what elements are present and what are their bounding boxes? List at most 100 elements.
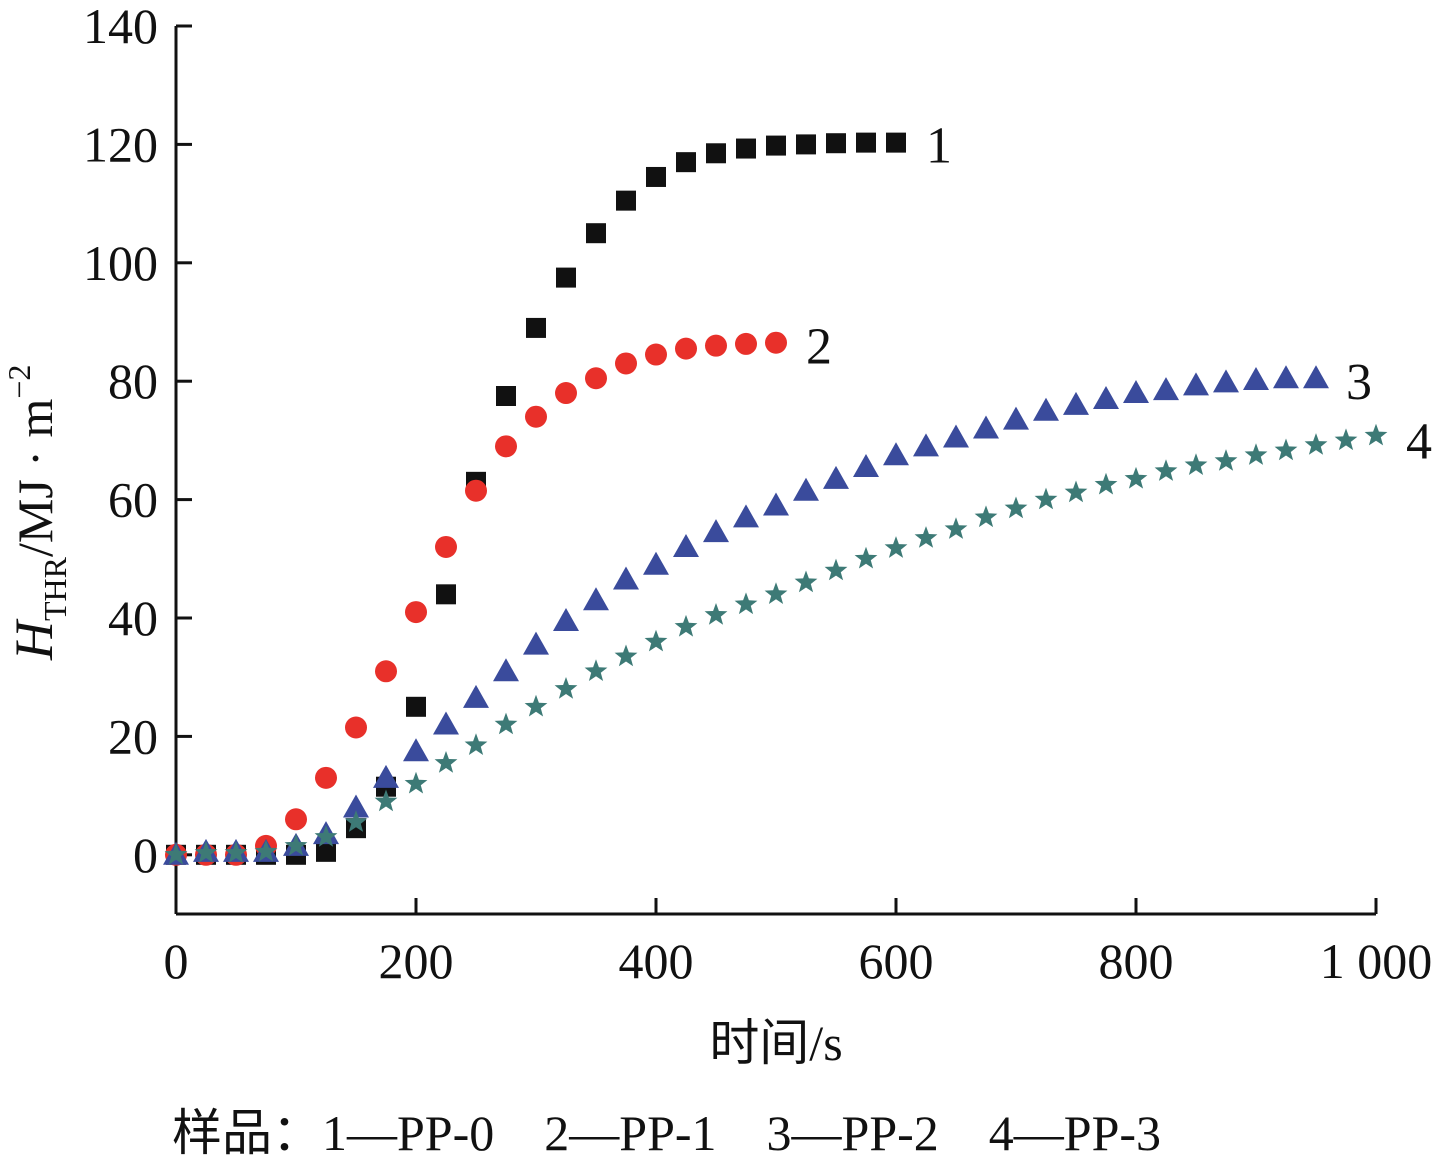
data-point-series-3 xyxy=(463,684,489,708)
data-point-series-3 xyxy=(763,492,789,516)
series-3 xyxy=(163,365,1329,865)
data-point-series-4 xyxy=(944,517,968,539)
data-point-series-3 xyxy=(853,454,879,478)
data-point-series-4 xyxy=(1094,472,1118,495)
y-tick-label: 0 xyxy=(133,827,158,883)
data-point-series-3 xyxy=(1303,365,1329,389)
data-point-series-1 xyxy=(586,223,606,244)
series-labels: 1 2 34 xyxy=(806,117,1432,470)
data-point-series-3 xyxy=(823,465,849,489)
data-point-series-3 xyxy=(1183,372,1209,396)
series-4 xyxy=(164,423,1388,865)
data-point-series-4 xyxy=(494,712,518,735)
data-marks xyxy=(163,132,1388,866)
data-point-series-3 xyxy=(1123,380,1149,404)
data-point-series-3 xyxy=(493,658,519,682)
data-point-series-4 xyxy=(704,603,728,625)
data-point-series-2 xyxy=(615,352,637,375)
data-point-series-3 xyxy=(1033,397,1059,421)
data-point-series-4 xyxy=(1214,449,1238,471)
data-point-series-4 xyxy=(764,582,788,604)
data-point-series-2 xyxy=(675,337,697,360)
x-tick-label: 1 000 xyxy=(1320,933,1433,989)
data-point-series-3 xyxy=(1003,406,1029,430)
data-point-series-3 xyxy=(913,433,939,457)
data-point-series-2 xyxy=(375,660,397,683)
data-point-series-3 xyxy=(793,477,819,501)
data-point-series-4 xyxy=(584,659,608,681)
axes: 0 20 40 60 80 100 120 140 0 200 400 600 800 1 000 xyxy=(83,0,1432,989)
data-point-series-3 xyxy=(433,711,459,735)
data-point-series-1 xyxy=(556,267,576,288)
data-point-series-4 xyxy=(674,614,698,637)
series-end-label: 3 xyxy=(1346,354,1372,411)
data-point-series-4 xyxy=(254,839,278,862)
data-point-series-4 xyxy=(1274,438,1298,461)
data-point-series-3 xyxy=(1213,369,1239,393)
data-point-series-3 xyxy=(943,424,969,448)
y-tick-label: 20 xyxy=(108,708,158,764)
data-point-series-3 xyxy=(1243,367,1269,391)
data-point-series-4 xyxy=(224,841,248,863)
data-point-series-2 xyxy=(765,331,787,354)
data-point-series-2 xyxy=(735,332,757,355)
data-point-series-3 xyxy=(733,504,759,528)
data-point-series-4 xyxy=(284,833,308,856)
data-point-series-3 xyxy=(523,631,549,655)
x-tick-label: 400 xyxy=(619,933,694,989)
y-axis-title-sub: THR xyxy=(37,556,73,621)
y-tick-label: 80 xyxy=(108,353,158,409)
data-point-series-3 xyxy=(973,415,999,439)
series-end-label: 2 xyxy=(806,319,832,376)
data-point-series-4 xyxy=(464,733,488,755)
x-tick-label: 800 xyxy=(1099,933,1174,989)
data-point-series-1 xyxy=(496,386,516,406)
series-end-label: 4 xyxy=(1406,413,1432,470)
data-point-series-4 xyxy=(434,751,458,773)
data-point-series-3 xyxy=(703,519,729,543)
data-point-series-3 xyxy=(343,794,369,818)
data-point-series-3 xyxy=(1273,365,1299,389)
data-point-series-4 xyxy=(914,526,938,548)
y-axis-title-sup: −2 xyxy=(1,365,37,399)
y-axis-title: HTHR/MJ · m−2 xyxy=(1,365,73,661)
data-point-series-3 xyxy=(373,764,399,788)
series-2 xyxy=(165,331,787,866)
y-axis-title-main: H xyxy=(4,618,64,661)
data-point-series-4 xyxy=(614,644,638,667)
data-point-series-1 xyxy=(316,841,336,862)
data-point-series-1 xyxy=(766,135,786,156)
data-point-series-2 xyxy=(585,367,607,390)
data-point-series-3 xyxy=(1153,377,1179,401)
data-point-series-4 xyxy=(554,677,578,699)
y-tick-label: 100 xyxy=(83,235,158,291)
y-tick-label: 60 xyxy=(108,472,158,528)
data-point-series-4 xyxy=(1244,443,1268,465)
data-point-series-3 xyxy=(883,442,909,466)
data-point-series-4 xyxy=(794,570,818,593)
data-point-series-4 xyxy=(644,629,668,652)
data-point-series-4 xyxy=(1334,428,1358,451)
data-point-series-4 xyxy=(344,810,368,832)
data-point-series-4 xyxy=(374,789,398,812)
data-point-series-2 xyxy=(435,535,457,558)
data-point-series-1 xyxy=(886,132,906,153)
x-tick-label: 200 xyxy=(379,933,454,989)
data-point-series-2 xyxy=(495,435,517,458)
data-point-series-4 xyxy=(194,841,218,863)
y-tick-label: 40 xyxy=(108,590,158,646)
data-point-series-4 xyxy=(1124,466,1148,489)
data-point-series-3 xyxy=(553,607,579,631)
data-point-series-2 xyxy=(465,479,487,502)
legend-caption: 样品：1—PP-0 2—PP-1 3—PP-2 4—PP-3 xyxy=(172,1105,1161,1161)
data-point-series-2 xyxy=(705,334,727,357)
data-point-series-4 xyxy=(734,592,758,615)
data-point-series-3 xyxy=(403,738,429,762)
data-point-series-1 xyxy=(616,190,636,211)
data-point-series-4 xyxy=(1304,433,1328,455)
x-axis-title: 时间/s xyxy=(709,1015,842,1071)
data-point-series-2 xyxy=(315,766,337,789)
data-point-series-1 xyxy=(406,696,426,717)
data-point-series-2 xyxy=(645,343,667,366)
